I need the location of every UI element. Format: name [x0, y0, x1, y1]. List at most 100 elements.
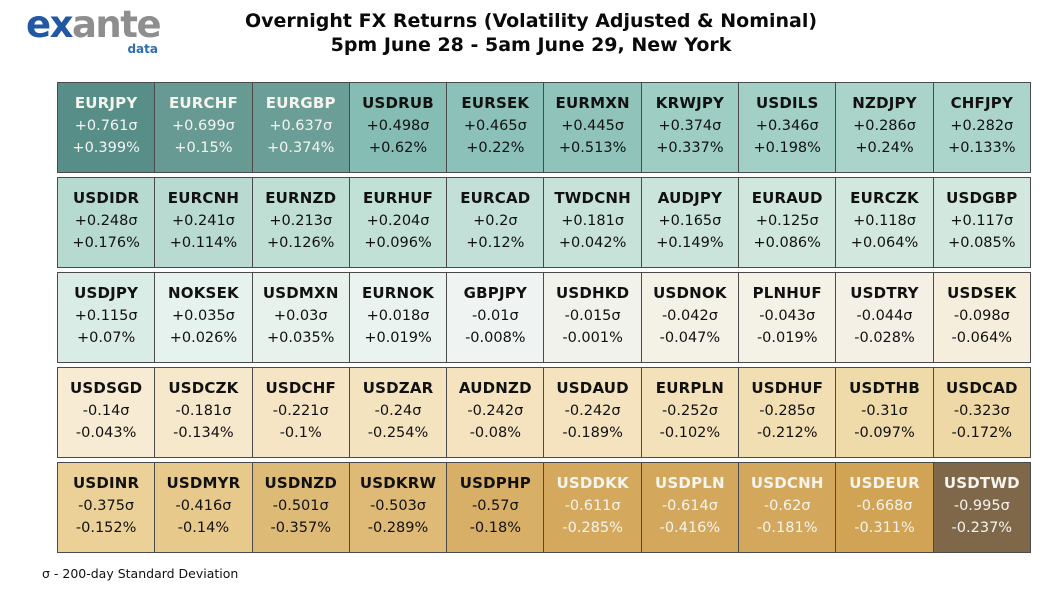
percent-value: +0.198% [753, 140, 821, 156]
percent-value: +0.07% [77, 330, 136, 346]
pair-label: USDTHB [849, 379, 920, 397]
fx-cell-usddkk: USDDKK -0.611σ -0.285% [543, 462, 642, 553]
pair-label: PLNHUF [752, 284, 822, 302]
percent-value: -0.416% [659, 520, 721, 536]
percent-value: +0.337% [656, 140, 724, 156]
sigma-value: +0.204σ [366, 213, 430, 229]
sigma-value: -0.043σ [759, 308, 816, 324]
pair-label: NOKSEK [168, 284, 239, 302]
percent-value: -0.189% [562, 425, 623, 441]
pair-label: EURCAD [460, 189, 531, 207]
fx-row-4: USDSGD -0.14σ -0.043% USDCZK -0.181σ -0.134% U… [57, 367, 1031, 458]
fx-cell-eurgbp: EURGBP +0.637σ +0.374% [251, 82, 350, 173]
pair-label: USDINR [72, 474, 140, 492]
logo-wordmark: exante [26, 3, 162, 46]
fx-cell-usdtwd: USDTWD -0.995σ -0.237% [932, 462, 1031, 553]
percent-value: -0.047% [659, 330, 721, 346]
fx-cell-usdcnh: USDCNH -0.62σ -0.181% [738, 462, 837, 553]
sigma-value: -0.242σ [467, 403, 524, 419]
sigma-value: -0.044σ [856, 308, 913, 324]
pair-label: USDRUB [362, 94, 434, 112]
pair-label: GBPJPY [463, 284, 528, 302]
percent-value: -0.357% [270, 520, 331, 536]
sigma-value: +0.498σ [366, 118, 430, 134]
pair-label: AUDNZD [458, 379, 532, 397]
fx-cell-eurpln: EURPLN -0.252σ -0.102% [640, 367, 740, 458]
sigma-footnote: σ - 200-day Standard Deviation [42, 566, 239, 581]
sigma-value: +0.125σ [755, 213, 819, 229]
percent-value: +0.042% [558, 235, 627, 251]
percent-value: -0.289% [367, 520, 429, 536]
fx-cell-eurcad: EURCAD +0.2σ +0.12% [446, 177, 545, 268]
fx-cell-usdsgd: USDSGD -0.14σ -0.043% [57, 367, 156, 458]
percent-value: +0.085% [948, 235, 1016, 251]
fx-cell-eurnzd: EURNZD +0.213σ +0.126% [251, 177, 350, 268]
percent-value: -0.08% [469, 425, 521, 441]
pair-label: USDPHP [459, 474, 531, 492]
logo-ante-text: ante [71, 3, 162, 46]
pair-label: EURGBP [265, 94, 336, 112]
pair-label: EURCZK [850, 189, 919, 207]
logo-data-text: data [127, 42, 158, 56]
chart-title: Overnight FX Returns (Volatility Adjuste… [0, 10, 1062, 58]
percent-value: +0.114% [169, 235, 238, 251]
pair-label: USDTWD [943, 474, 1020, 492]
sigma-value: +0.03σ [273, 308, 328, 324]
percent-value: +0.096% [364, 235, 432, 251]
fx-cell-usdsek: USDSEK -0.098σ -0.064% [932, 272, 1031, 363]
sigma-value: -0.501σ [272, 498, 329, 514]
fx-cell-eursek: EURSEK +0.465σ +0.22% [446, 82, 545, 173]
sigma-value: -0.01σ [471, 308, 519, 324]
percent-value: +0.133% [948, 140, 1016, 156]
pair-label: EURNZD [265, 189, 337, 207]
fx-cell-usdmyr: USDMYR -0.416σ -0.14% [154, 462, 253, 553]
fx-cell-usdeur: USDEUR -0.668σ -0.311% [835, 462, 934, 553]
sigma-value: -0.375σ [78, 498, 135, 514]
pair-label: USDMXN [262, 284, 339, 302]
fx-cell-chfjpy: CHFJPY +0.282σ +0.133% [932, 82, 1031, 173]
sigma-value: -0.14σ [82, 403, 130, 419]
sigma-value: -0.995σ [953, 498, 1010, 514]
sigma-value: -0.62σ [763, 498, 811, 514]
percent-value: -0.043% [75, 425, 137, 441]
percent-value: -0.008% [465, 330, 526, 346]
pair-label: USDSGD [70, 379, 143, 397]
percent-value: -0.212% [756, 425, 818, 441]
sigma-value: +0.346σ [755, 118, 819, 134]
pair-label: USDAUD [556, 379, 629, 397]
sigma-value: +0.115σ [74, 308, 138, 324]
percent-value: -0.097% [854, 425, 915, 441]
percent-value: +0.176% [72, 235, 140, 251]
fx-row-5: USDINR -0.375σ -0.152% USDMYR -0.416σ -0.14% U… [57, 462, 1031, 553]
percent-value: +0.24% [855, 140, 914, 156]
sigma-value: +0.035σ [172, 308, 235, 324]
fx-cell-usdchf: USDCHF -0.221σ -0.1% [251, 367, 350, 458]
fx-cell-eurjpy: EURJPY +0.761σ +0.399% [57, 82, 156, 173]
pair-label: USDMYR [166, 474, 241, 492]
percent-value: +0.086% [753, 235, 821, 251]
pair-label: USDPLN [655, 474, 725, 492]
fx-cell-eurczk: EURCZK +0.118σ +0.064% [835, 177, 934, 268]
pair-label: NZDJPY [852, 94, 917, 112]
percent-value: +0.12% [466, 235, 525, 251]
pair-label: EURHUF [362, 189, 434, 207]
fx-cell-usdaud: USDAUD -0.242σ -0.189% [543, 367, 642, 458]
fx-cell-usdthb: USDTHB -0.31σ -0.097% [835, 367, 934, 458]
sigma-value: +0.117σ [950, 213, 1014, 229]
pair-label: USDEUR [849, 474, 920, 492]
fx-cell-audnzd: AUDNZD -0.242σ -0.08% [446, 367, 545, 458]
pair-label: USDIDR [73, 189, 140, 207]
sigma-value: -0.323σ [953, 403, 1010, 419]
sigma-value: +0.637σ [269, 118, 333, 134]
fx-cell-gbpjpy: GBPJPY -0.01σ -0.008% [446, 272, 545, 363]
fx-cell-usdtry: USDTRY -0.044σ -0.028% [835, 272, 934, 363]
pair-label: CHFJPY [950, 94, 1014, 112]
fx-heatmap-grid: EURJPY +0.761σ +0.399% EURCHF +0.699σ +0.15% E… [57, 82, 1031, 557]
fx-cell-usdhkd: USDHKD -0.015σ -0.001% [543, 272, 642, 363]
pair-label: EURSEK [461, 94, 530, 112]
percent-value: -0.254% [367, 425, 429, 441]
fx-cell-usdcad: USDCAD -0.323σ -0.172% [932, 367, 1031, 458]
sigma-value: +0.699σ [172, 118, 235, 134]
sigma-value: -0.098σ [953, 308, 1010, 324]
percent-value: -0.172% [951, 425, 1013, 441]
